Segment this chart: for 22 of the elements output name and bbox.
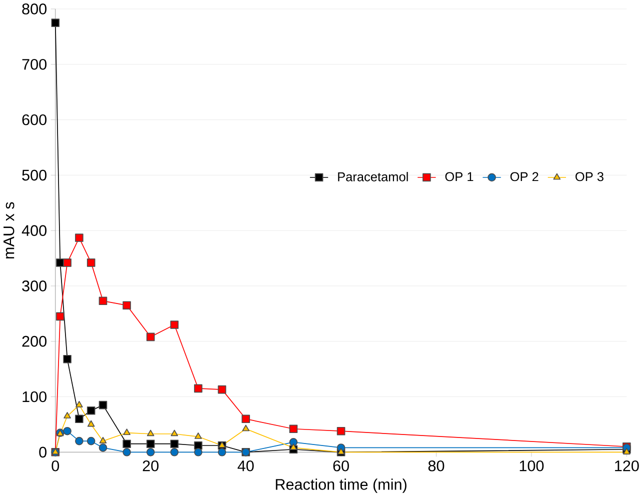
x-tick-label: 40 xyxy=(238,460,254,472)
y-tick-label: 200 xyxy=(22,336,46,347)
y-tick-label: 600 xyxy=(22,114,46,125)
x-tick-label: 20 xyxy=(142,460,159,472)
legend-label: OP 3 xyxy=(576,172,604,181)
y-tick-label: 700 xyxy=(22,58,46,70)
y-tick-label: 500 xyxy=(22,170,46,180)
x-tick-label: 100 xyxy=(520,460,544,472)
x-tick-label: 80 xyxy=(428,460,444,472)
y-tick-label: 100 xyxy=(22,391,46,402)
y-axis-title: mAU x s xyxy=(4,202,14,258)
legend-label: OP 1 xyxy=(445,172,474,181)
x-tick-label: 120 xyxy=(615,460,639,472)
x-axis-title: Reaction time (min) xyxy=(276,478,406,493)
y-tick-label: 300 xyxy=(22,280,46,292)
x-tick-label: 60 xyxy=(333,460,349,472)
legend-label: Paracetamol xyxy=(338,172,408,182)
x-tick-label: 0 xyxy=(52,460,60,472)
y-tick-label: 400 xyxy=(22,224,46,236)
legend-label: OP 2 xyxy=(510,172,538,181)
y-tick-label: 800 xyxy=(22,3,46,14)
y-tick-label: 0 xyxy=(39,446,46,458)
